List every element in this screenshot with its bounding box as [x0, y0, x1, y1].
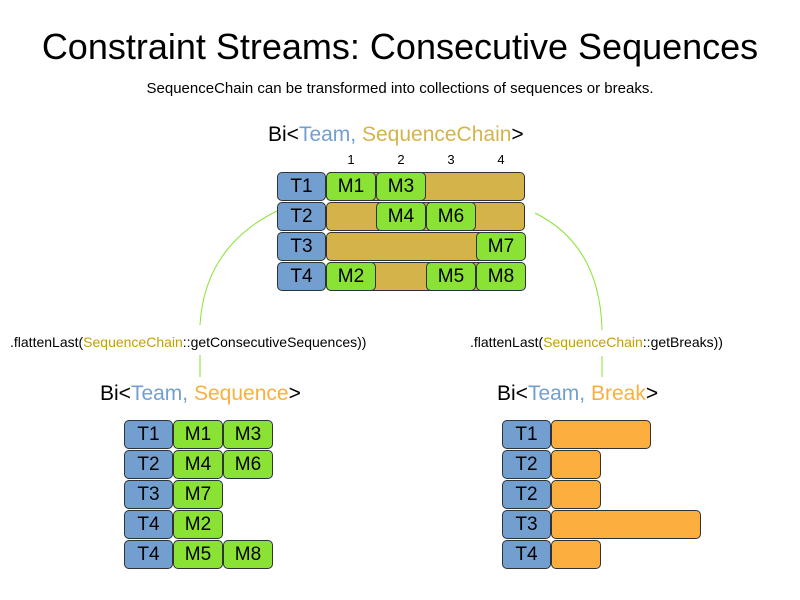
match-box: M2 — [173, 510, 223, 539]
type-label-sequence: Bi<Team, Sequence> — [100, 382, 301, 405]
column-number: 4 — [497, 152, 505, 167]
break-bar — [551, 420, 651, 449]
match-box: M8 — [223, 540, 273, 569]
team-box: T2 — [124, 450, 173, 479]
match-box: M4 — [173, 450, 223, 479]
match-box: M8 — [476, 262, 526, 291]
match-box: M7 — [476, 232, 526, 261]
type-label-sequence-chain: Bi<Team, SequenceChain> — [268, 123, 524, 146]
team-box: T2 — [502, 450, 551, 479]
right-connector-arc — [534, 212, 603, 331]
team-box: T1 — [277, 172, 326, 201]
break-bar — [551, 480, 601, 509]
team-box: T2 — [277, 202, 326, 231]
match-box: M1 — [173, 420, 223, 449]
team-box: T1 — [502, 420, 551, 449]
left-connector-arc — [199, 204, 291, 326]
team-box: T4 — [277, 262, 326, 291]
match-box: M1 — [326, 172, 376, 201]
team-box: T4 — [502, 540, 551, 569]
team-box: T4 — [124, 510, 173, 539]
match-box: M3 — [223, 420, 273, 449]
diagram-subtitle: SequenceChain can be transformed into co… — [146, 80, 654, 97]
match-box: M6 — [223, 450, 273, 479]
team-box: T3 — [124, 480, 173, 509]
match-box: M6 — [426, 202, 476, 231]
break-bar — [551, 540, 601, 569]
flatten-breaks-call: .flattenLast(SequenceChain::getBreaks)) — [470, 334, 723, 350]
match-box: M4 — [376, 202, 426, 231]
match-box: M7 — [173, 480, 223, 509]
match-box: M2 — [326, 262, 376, 291]
column-number: 3 — [447, 152, 455, 167]
column-number: 1 — [347, 152, 355, 167]
team-box: T3 — [277, 232, 326, 261]
match-box: M3 — [376, 172, 426, 201]
type-label-break: Bi<Team, Break> — [497, 382, 659, 405]
team-box: T3 — [502, 510, 551, 539]
team-box: T1 — [124, 420, 173, 449]
diagram-title: Constraint Streams: Consecutive Sequence… — [41, 26, 759, 67]
break-bar — [551, 510, 701, 539]
team-box: T4 — [124, 540, 173, 569]
flatten-sequences-call: .flattenLast(SequenceChain::getConsecuti… — [10, 334, 367, 350]
break-bar — [551, 450, 601, 479]
match-box: M5 — [426, 262, 476, 291]
team-box: T2 — [502, 480, 551, 509]
match-box: M5 — [173, 540, 223, 569]
column-number: 2 — [397, 152, 405, 167]
